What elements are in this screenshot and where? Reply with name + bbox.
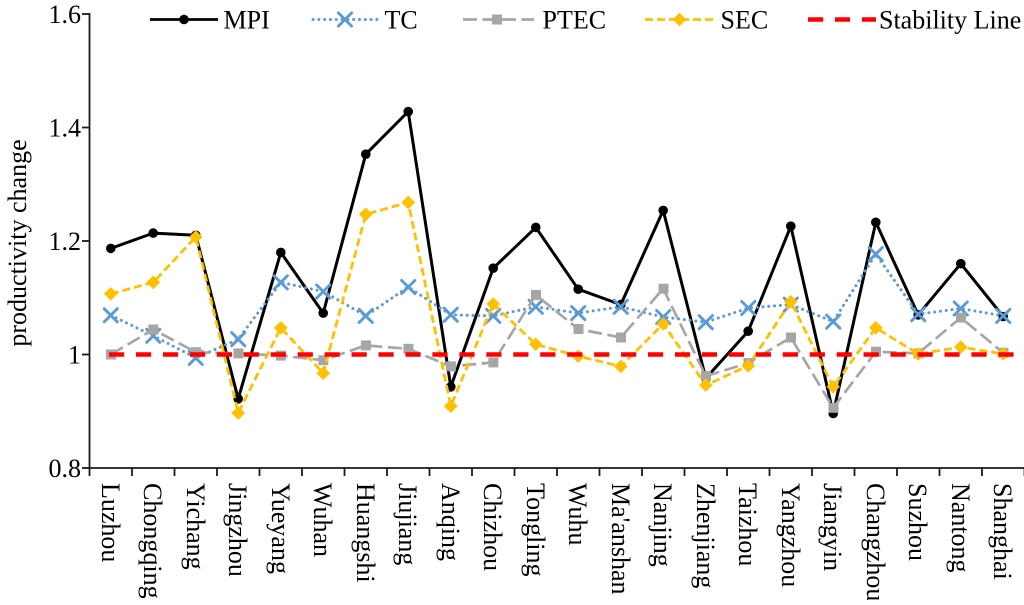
svg-text:Taizhou: Taizhou bbox=[733, 483, 762, 566]
svg-text:1: 1 bbox=[68, 341, 81, 370]
svg-text:Chizhou: Chizhou bbox=[478, 483, 507, 571]
svg-text:Jingzhou: Jingzhou bbox=[223, 483, 252, 577]
svg-text:Wuhan: Wuhan bbox=[308, 483, 337, 557]
svg-text:0.8: 0.8 bbox=[49, 454, 82, 483]
svg-text:Changzhou: Changzhou bbox=[861, 483, 890, 600]
svg-text:Jiujiang: Jiujiang bbox=[393, 483, 422, 565]
svg-text:PTEC: PTEC bbox=[543, 6, 607, 35]
svg-text:Nantong: Nantong bbox=[946, 483, 975, 573]
svg-text:Anqing: Anqing bbox=[436, 483, 465, 561]
svg-text:Shanghai: Shanghai bbox=[988, 483, 1017, 580]
svg-text:Yueyang: Yueyang bbox=[266, 483, 295, 574]
svg-text:Jiangyin: Jiangyin bbox=[818, 483, 847, 571]
svg-text:Wuhu: Wuhu bbox=[563, 483, 592, 546]
svg-text:MPI: MPI bbox=[224, 6, 270, 35]
svg-text:1.6: 1.6 bbox=[49, 0, 82, 29]
svg-text:Tongling: Tongling bbox=[521, 483, 550, 577]
svg-text:Stability Line: Stability Line bbox=[879, 6, 1021, 35]
svg-text:Zhenjiang: Zhenjiang bbox=[691, 483, 720, 588]
svg-text:Yichang: Yichang bbox=[181, 483, 210, 570]
svg-text:TC: TC bbox=[385, 6, 418, 35]
svg-text:Nanjing: Nanjing bbox=[648, 483, 677, 567]
svg-text:Chongqing: Chongqing bbox=[138, 483, 167, 599]
svg-text:Luzhou: Luzhou bbox=[96, 483, 125, 562]
svg-text:Ma'anshan: Ma'anshan bbox=[606, 483, 635, 595]
svg-text:Suzhou: Suzhou bbox=[903, 483, 932, 561]
svg-text:productivity change: productivity change bbox=[3, 139, 32, 346]
svg-text:Yangzhou: Yangzhou bbox=[776, 483, 805, 587]
svg-text:1.4: 1.4 bbox=[49, 114, 82, 143]
svg-text:Huangshi: Huangshi bbox=[351, 483, 380, 583]
svg-text:SEC: SEC bbox=[721, 6, 769, 35]
svg-text:1.2: 1.2 bbox=[49, 227, 82, 256]
